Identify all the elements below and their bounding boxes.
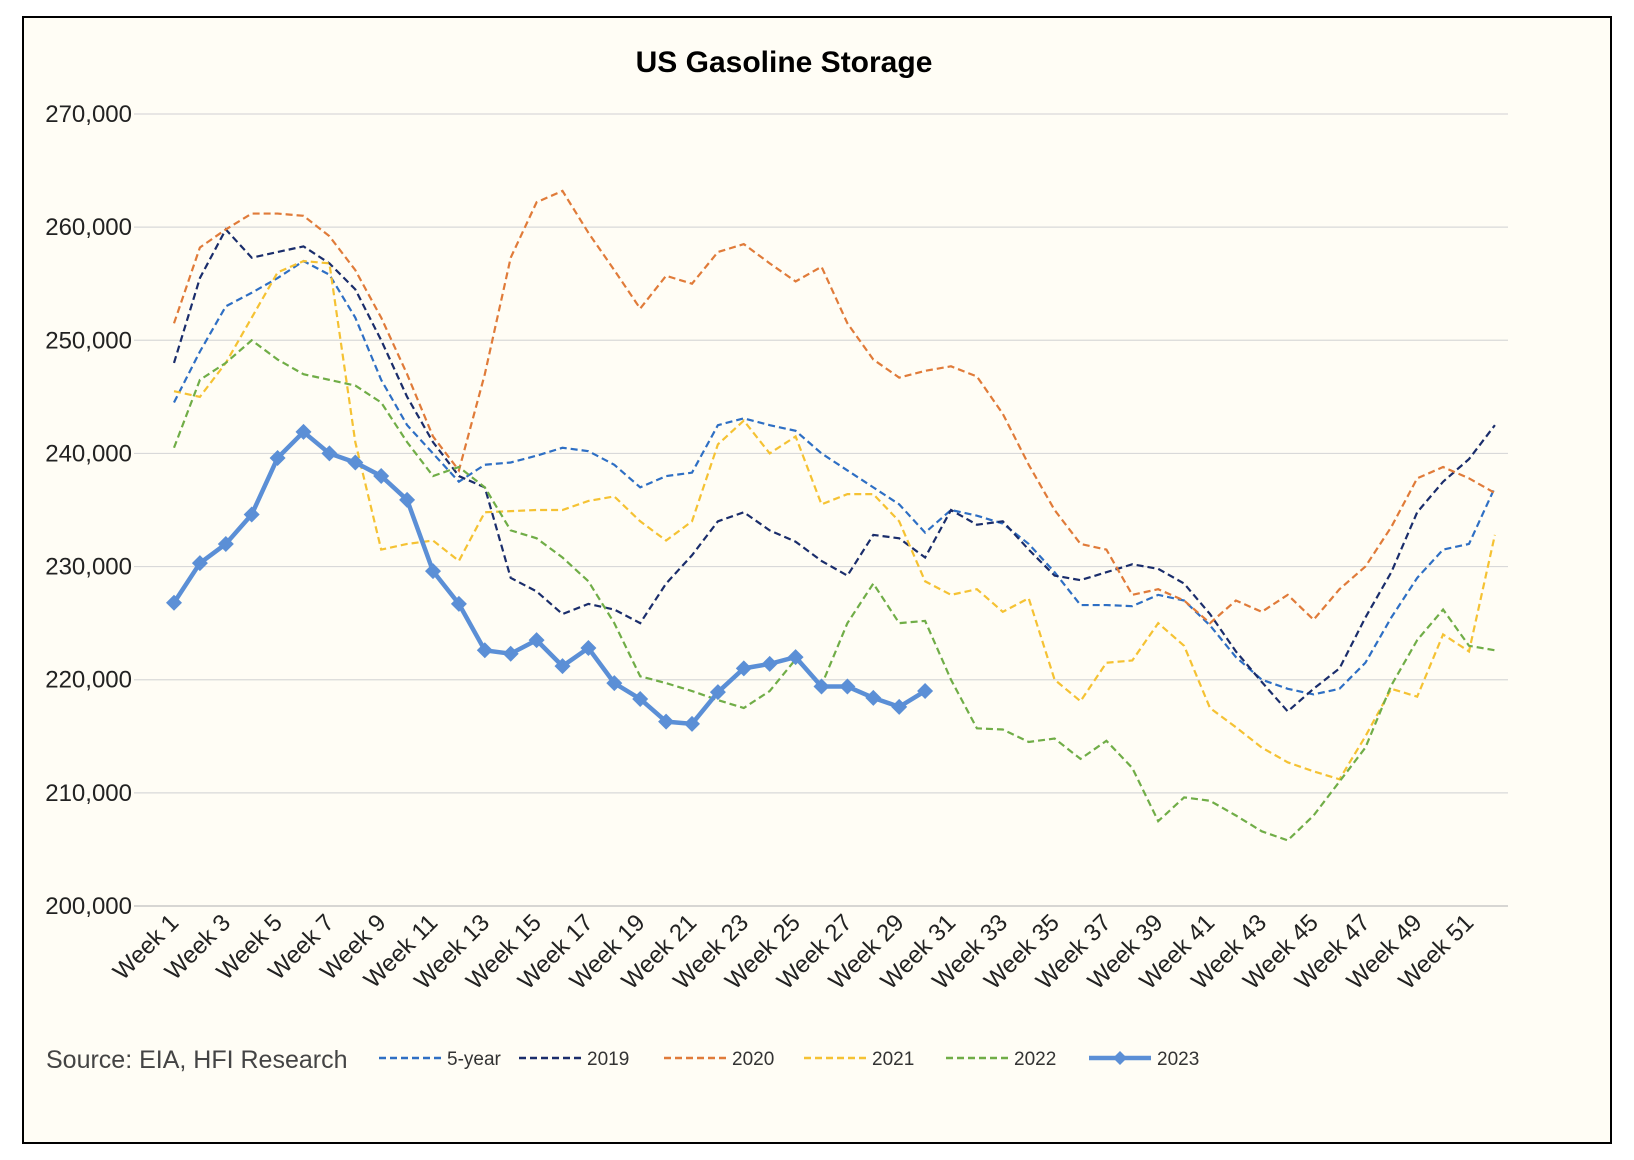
y-tick-label: 220,000 bbox=[45, 667, 132, 694]
data-point bbox=[269, 449, 286, 466]
legend-label: 2022 bbox=[1014, 1049, 1056, 1070]
legend-label: 2023 bbox=[1157, 1049, 1199, 1070]
series-2019 bbox=[172, 227, 1496, 713]
y-tick-label: 260,000 bbox=[45, 214, 132, 241]
data-point bbox=[321, 445, 338, 462]
data-point bbox=[761, 655, 778, 672]
chart-svg: US Gasoline Storage 200,000 210,000 220,00… bbox=[45, 46, 1508, 1074]
series-lines bbox=[166, 189, 1496, 842]
legend-item: 2021 bbox=[804, 1049, 914, 1070]
series-line bbox=[172, 429, 927, 727]
y-tick-label: 230,000 bbox=[45, 554, 132, 581]
y-tick-label: 200,000 bbox=[45, 893, 132, 920]
data-point bbox=[217, 535, 234, 552]
data-point bbox=[865, 689, 882, 706]
data-point bbox=[347, 454, 364, 471]
data-point bbox=[476, 642, 493, 659]
data-point bbox=[917, 683, 934, 700]
data-point bbox=[580, 640, 597, 657]
series-line bbox=[172, 338, 1496, 842]
series-line bbox=[173, 259, 1496, 696]
data-point bbox=[684, 715, 700, 732]
data-point bbox=[502, 645, 519, 662]
series-2023 bbox=[166, 423, 934, 732]
series-2022 bbox=[172, 338, 1496, 842]
data-point bbox=[373, 468, 390, 485]
y-tick-label: 240,000 bbox=[45, 440, 132, 467]
series-2021 bbox=[173, 259, 1496, 781]
legend-label: 2019 bbox=[587, 1049, 629, 1070]
data-point bbox=[606, 675, 623, 692]
y-tick-label: 250,000 bbox=[45, 327, 132, 354]
legend-label: 2020 bbox=[732, 1049, 774, 1070]
legend-item: 2019 bbox=[519, 1049, 629, 1070]
chart-title: US Gasoline Storage bbox=[636, 46, 933, 79]
legend-item: 5-year bbox=[379, 1049, 502, 1070]
data-point bbox=[399, 491, 416, 508]
source-note: Source: EIA, HFI Research bbox=[46, 1046, 348, 1074]
y-tick-label: 270,000 bbox=[45, 101, 132, 128]
data-point bbox=[295, 423, 312, 440]
data-point bbox=[191, 555, 208, 572]
y-axis-ticks: 200,000 210,000 220,000 230,000 240,000 250,0… bbox=[45, 101, 132, 920]
data-point bbox=[425, 563, 441, 580]
data-point bbox=[709, 684, 726, 701]
data-point bbox=[243, 506, 260, 523]
legend-item: 2022 bbox=[946, 1049, 1056, 1070]
data-point bbox=[787, 649, 804, 666]
legend-item: 2023 bbox=[1089, 1049, 1199, 1070]
series-line bbox=[173, 259, 1496, 781]
legend-item: 2020 bbox=[664, 1049, 774, 1070]
series-line bbox=[172, 227, 1496, 713]
series-line bbox=[172, 189, 1496, 625]
legend-label: 2021 bbox=[872, 1049, 914, 1070]
data-point bbox=[450, 595, 467, 612]
data-point bbox=[166, 594, 182, 611]
data-point bbox=[839, 678, 856, 695]
chart-frame: US Gasoline Storage 200,000 210,000 220,00… bbox=[22, 16, 1612, 1144]
y-tick-label: 210,000 bbox=[45, 780, 132, 807]
legend: 5-year 2019 2020 2021 2022 2023 bbox=[379, 1049, 1199, 1070]
data-point bbox=[554, 658, 571, 675]
legend-label: 5-year bbox=[447, 1049, 502, 1070]
gridlines bbox=[134, 113, 1508, 907]
data-point bbox=[735, 660, 752, 677]
data-point bbox=[528, 632, 545, 649]
series-5-year bbox=[173, 259, 1496, 696]
legend-marker bbox=[1113, 1051, 1127, 1065]
data-point bbox=[813, 678, 830, 695]
data-point bbox=[891, 698, 908, 715]
data-point bbox=[632, 690, 649, 707]
data-point bbox=[658, 713, 675, 730]
series-2020 bbox=[172, 189, 1496, 625]
